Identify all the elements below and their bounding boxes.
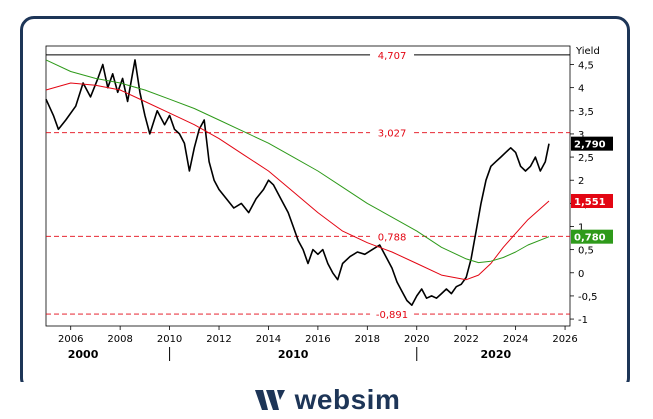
y-tick-label: -0,5 — [578, 292, 598, 303]
value-badge-label: 2,790 — [574, 140, 606, 151]
decade-label: 2010 — [278, 348, 309, 361]
decade-label: 2000 — [68, 348, 99, 361]
value-badge-label: 0,780 — [574, 233, 606, 244]
level-label-bg — [370, 126, 415, 139]
level-label: -0,891 — [376, 310, 408, 321]
level-label-bg — [370, 308, 415, 321]
y-tick-label: -1 — [578, 315, 588, 326]
ma_long-line — [45, 59, 550, 264]
x-tick-label: 2014 — [256, 334, 281, 345]
y-tick-label: 4 — [578, 84, 584, 95]
x-tick-label: 2010 — [157, 334, 182, 345]
price-line — [45, 59, 550, 306]
x-tick-label: 2012 — [206, 334, 231, 345]
y-tick-label: 1 — [578, 222, 584, 233]
y-tick-label: 0,5 — [578, 246, 594, 257]
y-tick-label: 2,5 — [578, 153, 594, 164]
x-tick-label: 2008 — [107, 334, 132, 345]
plot-area — [45, 45, 571, 327]
x-tick-label: 2024 — [503, 334, 528, 345]
x-tick-label: 2018 — [355, 334, 380, 345]
x-tick-label: 2016 — [305, 334, 330, 345]
level-label-bg — [370, 230, 415, 243]
y-axis-label: Yield — [575, 46, 600, 57]
websim-logo-icon — [254, 390, 285, 410]
x-tick-label: 2026 — [552, 334, 577, 345]
y-tick-label: 3,5 — [578, 107, 594, 118]
decade-label: 2020 — [481, 348, 512, 361]
level-label: 4,707 — [378, 51, 407, 62]
level-label: 3,027 — [378, 129, 407, 140]
y-tick-label: 3 — [578, 130, 584, 141]
x-tick-label: 2020 — [404, 334, 429, 345]
brand-name: websim — [294, 384, 401, 415]
level-label-bg — [370, 48, 415, 61]
y-tick-label: 2 — [578, 176, 584, 187]
y-tick-label: 4,5 — [578, 61, 594, 72]
yield-chart: Yield 4,707 3,027 0,788 -0,891 4,5 4 3,5 3 2,5 2… — [45, 45, 613, 361]
level-label: 0,788 — [378, 232, 407, 243]
x-tick-label: 2006 — [58, 334, 83, 345]
y-tick-label: 0 — [578, 269, 584, 280]
brand-footer: websim — [0, 382, 653, 418]
x-tick-label: 2022 — [453, 334, 478, 345]
value-badge — [571, 193, 613, 208]
value-badge — [571, 136, 613, 151]
value-badge-label: 1,551 — [574, 197, 606, 208]
value-badge — [571, 229, 613, 244]
